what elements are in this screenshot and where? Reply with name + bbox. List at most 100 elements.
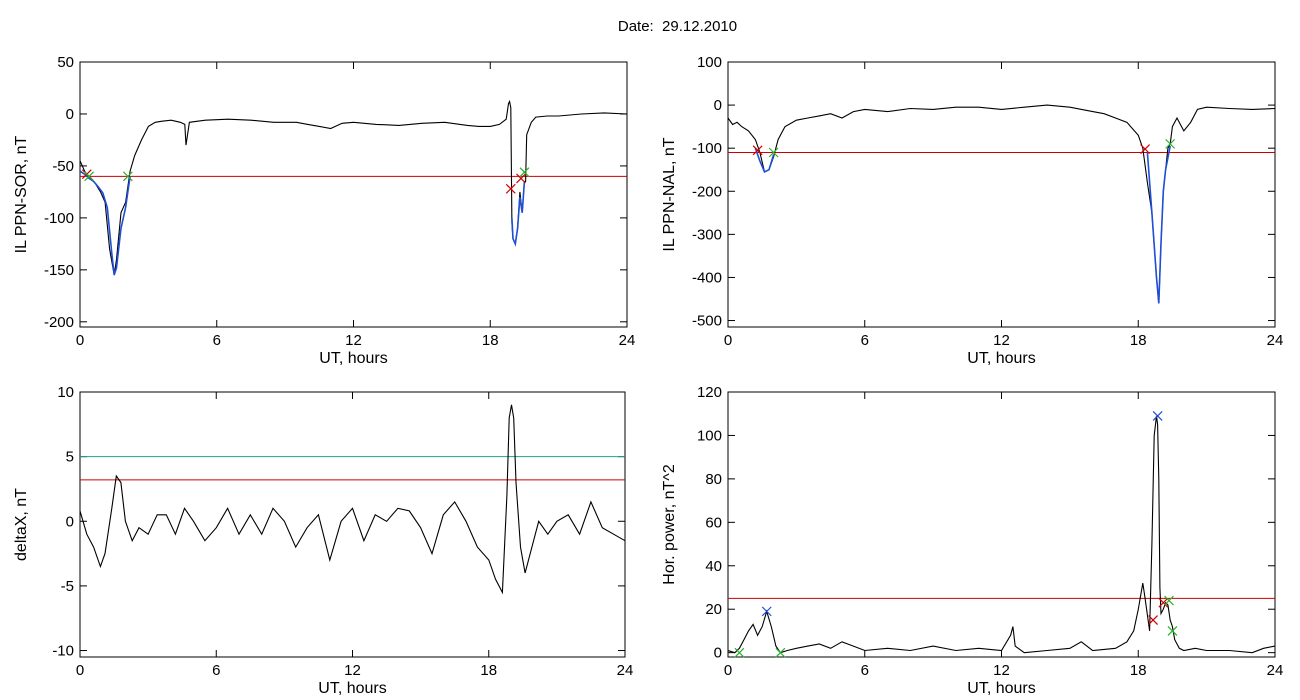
series-line xyxy=(728,104,1275,304)
cross-stroke xyxy=(1140,144,1151,154)
chart-panel-2: 0 6 12 18 24 100 0 -100 -200 -300 -400 -500 UT, hour… xyxy=(661,54,1283,367)
plot-frame xyxy=(79,391,626,658)
x-tick-label: 12 xyxy=(344,662,361,679)
cross-stroke xyxy=(1164,595,1174,606)
cross-marker xyxy=(1164,595,1174,606)
x-tick-label: 18 xyxy=(482,332,499,349)
y-axis-label: IL PPN-NAL, nT xyxy=(661,137,678,251)
cross-stroke xyxy=(1158,597,1169,608)
y-tick-label: -400 xyxy=(692,269,722,286)
x-tick-label: 12 xyxy=(345,332,362,349)
cross-marker xyxy=(1148,615,1158,625)
series-line xyxy=(728,415,1275,654)
cross-marker xyxy=(1165,138,1176,149)
series-line xyxy=(80,404,625,595)
cross-marker xyxy=(761,606,772,617)
y-tick-label: 0 xyxy=(714,645,722,662)
cross-stroke xyxy=(516,173,526,184)
cross-stroke xyxy=(734,647,745,658)
x-tick-label: 24 xyxy=(1267,662,1284,679)
y-tick-label: -100 xyxy=(692,140,722,157)
y-tick-label: -500 xyxy=(692,313,722,330)
series-line xyxy=(80,99,627,276)
cross-marker xyxy=(84,171,95,182)
x-axis-label: UT, hours xyxy=(318,680,386,697)
cross-stroke xyxy=(1167,626,1178,636)
page-title: Date: 29.12.2010 xyxy=(617,18,738,35)
y-tick-label: 100 xyxy=(697,427,722,444)
series-line xyxy=(511,181,526,247)
y-tick-label: 0 xyxy=(714,97,722,114)
cross-marker xyxy=(1140,144,1151,154)
x-tick-label: 24 xyxy=(617,662,634,679)
x-tick-label: 18 xyxy=(1130,332,1147,349)
y-tick-label: 20 xyxy=(705,601,722,618)
x-tick-label: 12 xyxy=(993,662,1010,679)
cross-marker xyxy=(775,647,786,658)
cross-stroke xyxy=(775,647,786,658)
cross-marker xyxy=(1158,597,1169,608)
cross-marker xyxy=(752,145,763,156)
chart-panel-3: 0 6 12 18 24 10 5 0 -5 -10 UT, hours deltaX, nT xyxy=(13,384,633,697)
cross-stroke xyxy=(1165,138,1176,149)
x-axis-label: UT, hours xyxy=(319,350,387,367)
x-tick-label: 18 xyxy=(480,662,497,679)
x-tick-label: 6 xyxy=(861,332,869,349)
cross-marker xyxy=(505,183,516,194)
x-tick-label: 12 xyxy=(993,332,1010,349)
cross-marker xyxy=(122,171,133,182)
cross-stroke xyxy=(752,145,763,156)
cross-stroke xyxy=(1148,615,1158,625)
cross-stroke xyxy=(519,167,530,178)
y-tick-label: 0 xyxy=(66,106,74,123)
cross-stroke xyxy=(505,183,516,194)
x-tick-label: 6 xyxy=(213,332,221,349)
x-tick-label: 6 xyxy=(861,662,869,679)
y-tick-label: -100 xyxy=(44,210,74,227)
cross-marker xyxy=(519,167,530,178)
y-tick-label: -300 xyxy=(692,226,722,243)
y-tick-label: -200 xyxy=(44,314,74,331)
y-tick-label: -10 xyxy=(52,643,74,660)
x-tick-label: 0 xyxy=(76,332,84,349)
y-tick-label: 50 xyxy=(57,54,74,71)
x-tick-label: 0 xyxy=(724,332,732,349)
y-tick-label: 60 xyxy=(705,514,722,531)
x-tick-label: 24 xyxy=(1267,332,1284,349)
y-tick-label: 40 xyxy=(705,558,722,575)
cross-marker xyxy=(768,147,779,158)
y-axis-label: deltaX, nT xyxy=(13,488,30,561)
plot-frame xyxy=(727,391,1276,658)
series-line xyxy=(1146,145,1171,304)
series-line xyxy=(80,170,131,276)
x-tick-label: 0 xyxy=(76,662,84,679)
cross-stroke xyxy=(1152,410,1163,421)
y-axis-label: Hor. power, nT^2 xyxy=(661,464,678,585)
plot-frame xyxy=(727,61,1276,328)
x-axis-label: UT, hours xyxy=(967,350,1035,367)
x-tick-label: 24 xyxy=(619,332,636,349)
y-tick-label: -5 xyxy=(61,578,74,595)
y-tick-label: 100 xyxy=(697,54,722,71)
y-tick-label: 80 xyxy=(705,471,722,488)
x-tick-label: 18 xyxy=(1130,662,1147,679)
y-axis-label: IL PPN-SOR, nT xyxy=(13,135,30,253)
cross-marker xyxy=(516,173,526,184)
y-tick-label: -150 xyxy=(44,262,74,279)
cross-stroke xyxy=(768,147,779,158)
cross-stroke xyxy=(761,606,772,617)
y-tick-label: -200 xyxy=(692,183,722,200)
y-tick-label: 120 xyxy=(697,384,722,401)
plot-frame xyxy=(79,61,628,328)
cross-marker xyxy=(1167,626,1178,636)
y-tick-label: -50 xyxy=(52,158,74,175)
series-line xyxy=(754,147,775,173)
x-tick-label: 0 xyxy=(724,662,732,679)
cross-marker xyxy=(734,647,745,658)
chart-panel-1: 0 6 12 18 24 50 0 -50 -100 -150 -200 UT, hours IL PP… xyxy=(13,54,635,367)
x-tick-label: 6 xyxy=(212,662,220,679)
y-tick-label: 10 xyxy=(57,384,74,401)
y-tick-label: 0 xyxy=(66,513,74,530)
x-axis-label: UT, hours xyxy=(967,680,1035,697)
